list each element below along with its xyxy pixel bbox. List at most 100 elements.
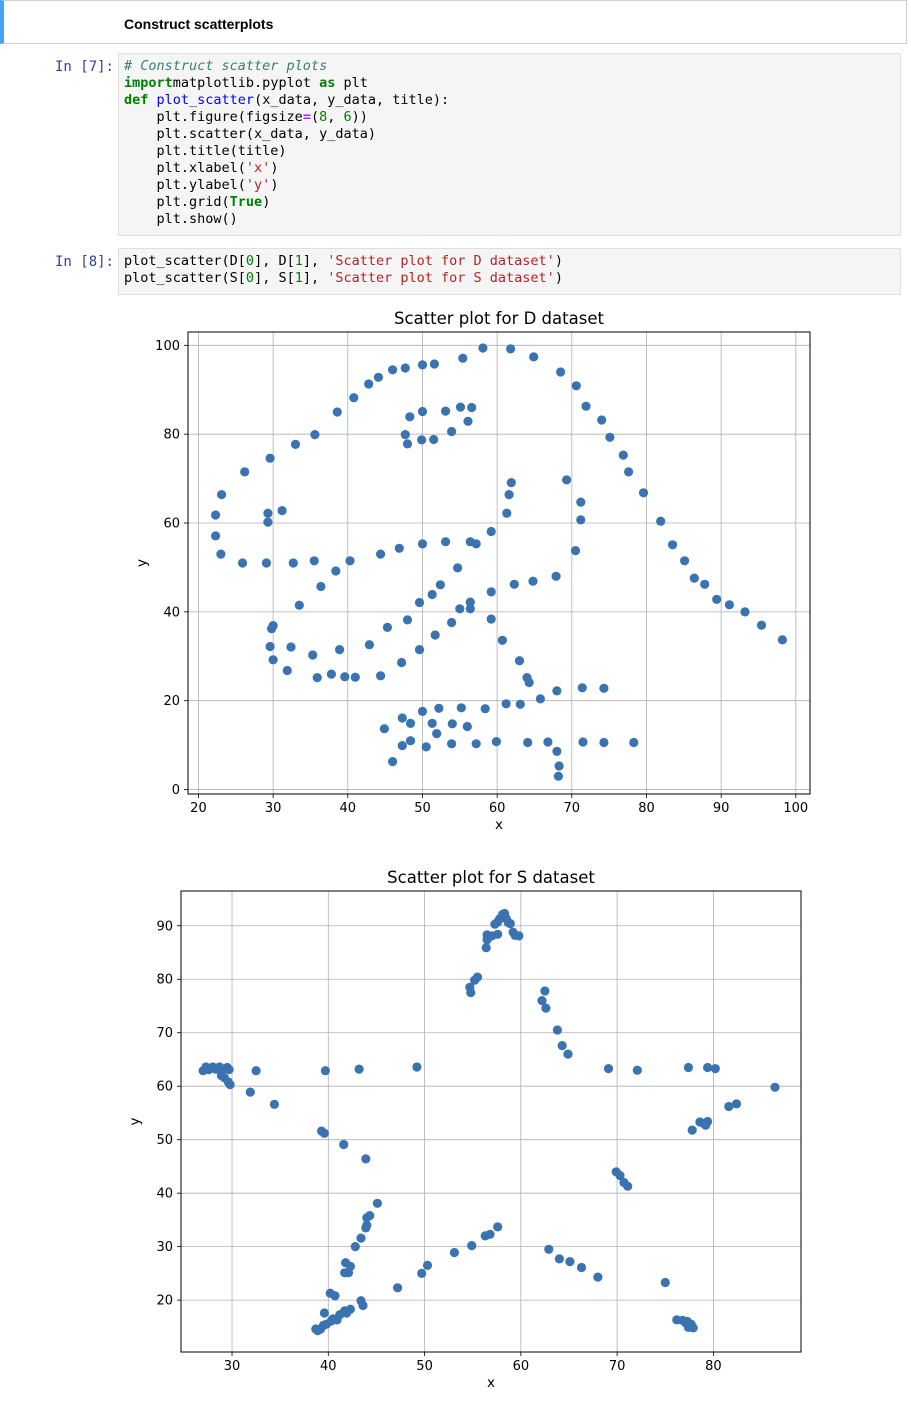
code-token: # Construct scatter plots: [124, 58, 328, 74]
data-point: [427, 589, 437, 600]
data-point: [382, 622, 392, 632]
code-cell-8[interactable]: plot_scatter(D[0], D[1], 'Scatter plot f…: [118, 248, 901, 295]
code-token: 0: [245, 253, 255, 269]
code-token: plot_scatter(S[: [124, 270, 246, 286]
data-point: [216, 549, 226, 559]
x-tick-label: 40: [320, 1359, 337, 1374]
data-point: [310, 430, 320, 440]
data-point: [356, 1233, 366, 1243]
data-point: [265, 641, 275, 652]
data-point: [400, 363, 410, 373]
code-line: plt.scatter(x_data, y_data): [124, 126, 895, 143]
data-point: [400, 430, 410, 440]
data-point: [552, 686, 562, 696]
data-point: [557, 1041, 567, 1051]
data-point: [261, 558, 271, 568]
data-point: [756, 620, 767, 630]
data-point: [480, 704, 490, 714]
data-point: [481, 943, 491, 953]
data-point: [543, 737, 553, 747]
code-token: plt.title(title): [124, 143, 287, 159]
code-token: 'Scatter plot for S dataset': [327, 270, 555, 286]
data-point: [551, 571, 561, 581]
data-point: [687, 1125, 697, 1135]
data-point: [455, 604, 465, 614]
chart-title: Scatter plot for S dataset: [387, 868, 595, 887]
data-point: [441, 537, 451, 547]
x-tick-label: 80: [705, 1359, 722, 1374]
data-point: [397, 657, 407, 668]
data-point: [563, 1049, 573, 1059]
code-cell-7[interactable]: # Construct scatter plots importmatplotli…: [118, 53, 901, 236]
data-point: [312, 673, 322, 683]
data-point: [504, 490, 514, 500]
data-point: [330, 1291, 340, 1301]
code-token: ], S[: [254, 270, 295, 286]
code-line: plt.title(title): [124, 143, 895, 160]
data-point: [268, 621, 278, 631]
data-point: [294, 600, 304, 610]
data-point: [463, 416, 473, 426]
data-point: [453, 563, 463, 573]
markdown-cell[interactable]: Construct scatterplots: [0, 0, 907, 44]
code-token: 'Scatter plot for D dataset': [327, 253, 555, 269]
code-line: plt.show(): [124, 211, 895, 228]
data-point: [683, 1322, 694, 1332]
data-point: [703, 1116, 713, 1127]
data-point: [364, 640, 374, 650]
data-point: [417, 1268, 427, 1278]
data-point: [740, 607, 750, 617]
data-point: [599, 737, 609, 748]
data-point: [629, 737, 639, 748]
data-point: [361, 1223, 371, 1233]
data-point: [379, 724, 389, 734]
data-point: [429, 359, 439, 369]
data-point: [319, 1308, 329, 1318]
x-tick-label: 90: [713, 801, 730, 816]
y-tick-label: 40: [156, 1187, 173, 1202]
data-point: [724, 1101, 734, 1112]
data-point: [422, 1260, 433, 1270]
x-tick-label: 30: [265, 801, 282, 816]
data-point: [623, 1181, 633, 1191]
markdown-heading: Construct scatterplots: [124, 16, 274, 32]
data-point: [417, 406, 428, 417]
data-point: [447, 426, 457, 437]
data-point: [505, 919, 515, 929]
data-point: [361, 1154, 371, 1164]
data-point: [320, 1066, 330, 1076]
data-point: [414, 645, 425, 655]
x-tick-label: 100: [783, 801, 808, 816]
data-point: [350, 1242, 360, 1252]
data-point: [456, 703, 466, 713]
code-token: 6: [343, 109, 352, 125]
data-point: [486, 587, 496, 597]
code-token: (x_data, y_data, title):: [254, 92, 450, 108]
data-point: [553, 771, 564, 781]
data-point: [421, 742, 431, 752]
data-point: [552, 1025, 563, 1035]
data-point: [340, 672, 350, 682]
data-point: [689, 573, 699, 583]
plot-frame: [187, 331, 811, 795]
data-point: [288, 558, 298, 568]
data-point: [308, 650, 318, 660]
chart-title: Scatter plot for D dataset: [394, 309, 604, 328]
data-point: [225, 1080, 235, 1090]
code-token: plot_scatter: [156, 92, 255, 108]
data-point: [319, 1128, 329, 1138]
data-point: [724, 600, 735, 610]
data-point: [577, 683, 587, 693]
data-point: [350, 672, 360, 682]
x-tick-label: 60: [489, 801, 506, 816]
data-point: [486, 526, 496, 537]
data-point: [417, 360, 428, 370]
data-point: [268, 655, 278, 665]
data-point: [224, 1065, 234, 1075]
code-token: 1: [294, 253, 303, 269]
code-token: plt.ylabel(: [124, 177, 246, 193]
data-point: [565, 1257, 575, 1267]
data-point: [680, 556, 690, 566]
cell-prompt-7: In [7]:: [54, 59, 114, 75]
data-point: [466, 988, 476, 998]
